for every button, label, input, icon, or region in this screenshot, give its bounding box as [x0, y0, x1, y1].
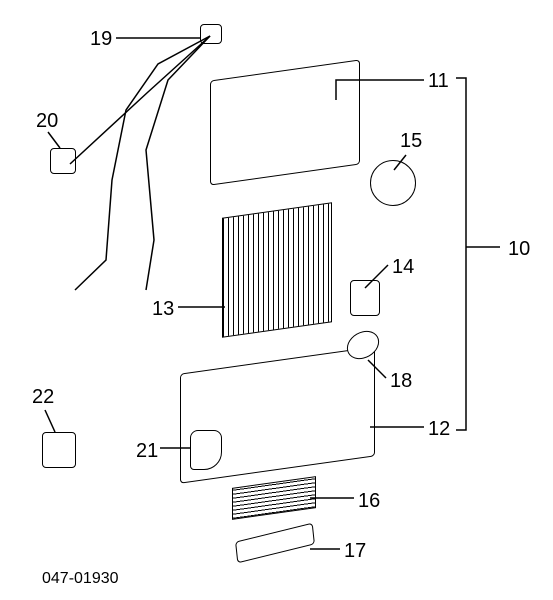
callout-21: 21 — [136, 440, 158, 463]
callout-16: 16 — [358, 490, 380, 513]
callout-13: 13 — [152, 298, 174, 321]
callout-18: 18 — [390, 370, 412, 393]
callout-19: 19 — [90, 28, 112, 51]
leader-lines — [0, 0, 553, 600]
callout-17: 17 — [344, 540, 366, 563]
callout-22: 22 — [32, 386, 54, 409]
callout-10: 10 — [508, 238, 530, 261]
ac-evaporator-exploded-diagram: 10 11 12 13 14 15 16 17 18 19 20 21 22 0… — [0, 0, 553, 600]
callout-15: 15 — [400, 130, 422, 153]
callout-11: 11 — [428, 70, 449, 93]
callout-20: 20 — [36, 110, 58, 133]
diagram-part-number: 047-01930 — [42, 570, 119, 588]
callout-12: 12 — [428, 418, 450, 441]
callout-14: 14 — [392, 256, 414, 279]
